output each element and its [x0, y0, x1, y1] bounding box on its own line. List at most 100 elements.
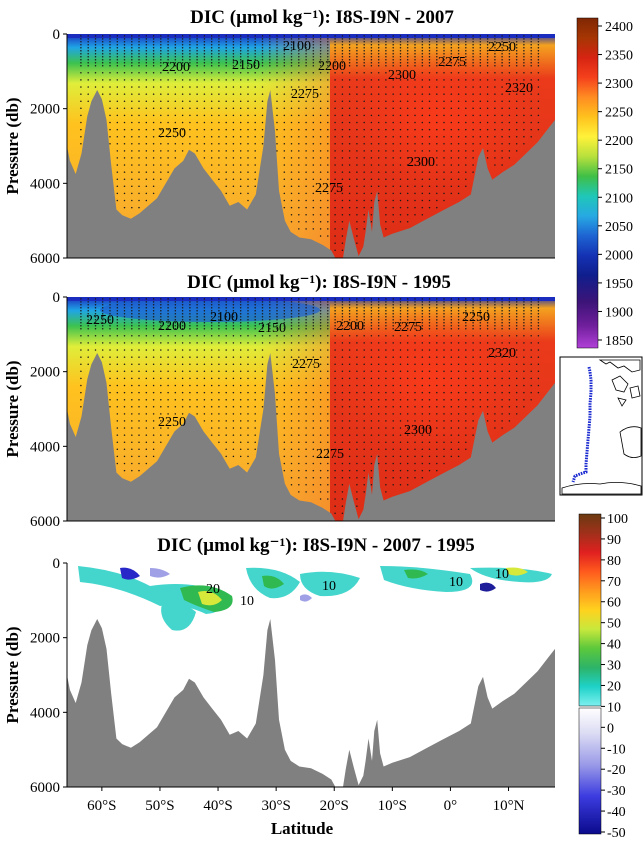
sample-dot	[377, 59, 380, 61]
sample-dot	[414, 114, 416, 117]
sample-dot	[298, 304, 300, 306]
sample-dot	[479, 335, 482, 337]
sample-dot	[254, 128, 256, 131]
sample-dot	[225, 342, 227, 344]
sample-dot	[443, 342, 445, 344]
sample-dot	[443, 86, 445, 88]
sample-dot	[479, 38, 482, 40]
sample-dot	[370, 406, 373, 408]
sample-dot	[247, 301, 249, 303]
sample-dot	[377, 164, 380, 166]
sample-dot	[348, 93, 351, 95]
sample-dot	[406, 185, 409, 188]
sample-dot	[232, 455, 235, 458]
sample-dot	[515, 316, 518, 318]
sample-dot	[479, 135, 482, 138]
sample-dot	[523, 298, 525, 300]
sample-dot	[348, 462, 351, 465]
sample-dot	[290, 476, 293, 479]
sample-dot	[501, 324, 503, 327]
sample-dot	[305, 441, 307, 443]
sample-dot	[479, 370, 482, 373]
sample-dot	[523, 35, 525, 37]
sample-dot	[341, 41, 344, 43]
sample-dot	[399, 35, 402, 37]
sample-dot	[145, 53, 148, 55]
sample-dot	[334, 47, 336, 49]
sample-dot	[501, 79, 503, 81]
sample-dot	[138, 56, 140, 58]
sample-dot	[537, 349, 540, 351]
sample-dot	[515, 150, 518, 152]
sample-dot	[494, 107, 496, 110]
sample-dot	[145, 391, 148, 394]
sample-dot	[116, 391, 119, 394]
sample-dot	[247, 462, 249, 465]
sample-dot	[145, 363, 148, 365]
sample-dot	[94, 47, 97, 49]
sample-dot	[131, 64, 133, 67]
sample-dot	[225, 157, 227, 159]
sample-dot	[319, 434, 322, 436]
sample-dot	[377, 121, 380, 124]
contour-label: 2250	[462, 310, 490, 325]
sample-dot	[443, 53, 445, 55]
sample-dot	[334, 157, 336, 159]
sample-dot	[269, 307, 271, 309]
sample-dot	[94, 349, 97, 351]
sample-dot	[203, 342, 206, 344]
sample-dot	[239, 64, 242, 67]
sample-dot	[465, 327, 467, 330]
sample-dot	[109, 370, 111, 373]
sample-dot	[327, 342, 329, 344]
sample-dot	[428, 313, 431, 315]
sample-dot	[298, 319, 300, 321]
sample-dot	[479, 384, 482, 387]
sample-dot	[457, 47, 460, 49]
sample-dot	[472, 100, 474, 102]
sample-dot	[196, 398, 198, 401]
sample-dot	[327, 114, 329, 117]
sample-dot	[515, 143, 518, 145]
sample-dot	[501, 157, 503, 159]
sample-dot	[501, 427, 503, 429]
sample-dot	[131, 469, 133, 472]
sample-dot	[377, 377, 380, 380]
sample-dot	[450, 391, 453, 394]
sample-dot	[486, 313, 489, 315]
sample-dot	[523, 59, 525, 61]
sample-dot	[189, 349, 191, 351]
sample-dot	[94, 307, 97, 309]
sample-dot	[218, 38, 220, 40]
sample-dot	[210, 377, 213, 380]
sample-dot	[436, 164, 438, 166]
sample-dot	[152, 420, 155, 422]
sample-dot	[167, 391, 169, 394]
sample-dot	[196, 298, 198, 300]
sample-dot	[414, 427, 416, 429]
sample-dot	[334, 235, 336, 237]
sample-dot	[298, 199, 300, 202]
sample-dot	[472, 313, 474, 315]
sample-dot	[479, 304, 482, 306]
sample-dot	[370, 128, 373, 131]
sample-dot	[290, 316, 293, 318]
sample-dot	[239, 319, 242, 321]
sample-dot	[167, 370, 169, 373]
sample-dot	[530, 35, 532, 37]
sample-dot	[116, 384, 119, 387]
sample-dot	[87, 50, 89, 52]
sample-dot	[385, 301, 387, 303]
sample-dot	[312, 319, 315, 321]
sample-dot	[414, 192, 416, 195]
sample-dot	[421, 56, 424, 58]
sample-dot	[239, 192, 242, 195]
sample-dot	[152, 86, 155, 88]
sample-dot	[167, 298, 169, 300]
sample-dot	[465, 356, 467, 358]
sample-dot	[414, 50, 416, 52]
sample-dot	[203, 298, 206, 300]
sample-dot	[138, 206, 140, 209]
sample-dot	[196, 114, 198, 117]
sample-dot	[530, 50, 532, 52]
